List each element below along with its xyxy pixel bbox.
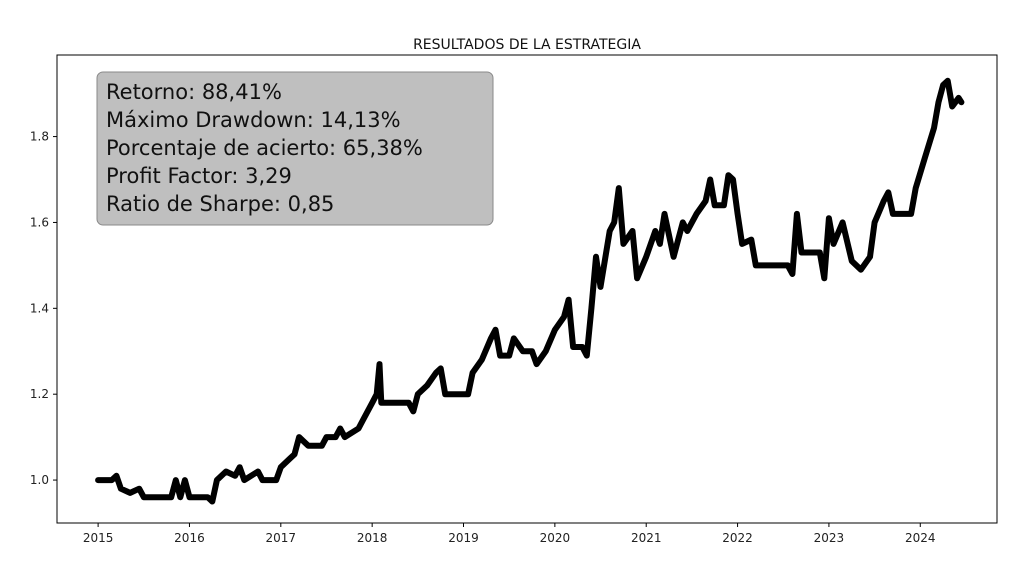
x-tick-label: 2024 [905, 531, 936, 545]
stats-box: Retorno: 88,41% Máximo Drawdown: 14,13% … [96, 71, 494, 226]
y-tick-label: 1.8 [30, 130, 49, 144]
stat-max-drawdown: Máximo Drawdown: 14,13% [106, 108, 401, 132]
equity-series-line [95, 77, 965, 505]
y-tick-label: 1.4 [30, 301, 49, 315]
x-tick-label: 2019 [448, 531, 479, 545]
y-tick-label: 1.2 [30, 387, 49, 401]
stat-sharpe-ratio: Ratio de Sharpe: 0,85 [106, 192, 334, 216]
x-tick-label: 2016 [174, 531, 205, 545]
x-tick-label: 2020 [540, 531, 571, 545]
series-line-group [95, 77, 965, 505]
stat-win-rate: Porcentaje de acierto: 65,38% [106, 136, 423, 160]
x-tick-label: 2017 [266, 531, 297, 545]
stat-profit-factor: Profit Factor: 3,29 [106, 164, 292, 188]
x-tick-label: 2023 [814, 531, 845, 545]
y-tick-label: 1.0 [30, 473, 49, 487]
x-tick-label: 2021 [631, 531, 662, 545]
axis-ticks: 2015 2016 2017 2018 2019 2020 2021 2022 2023 2024… [30, 130, 936, 545]
x-tick-label: 2015 [83, 531, 114, 545]
stat-return: Retorno: 88,41% [106, 80, 282, 104]
x-tick-label: 2022 [722, 531, 753, 545]
plot-frame [56, 54, 998, 524]
x-tick-label: 2018 [357, 531, 388, 545]
chart-title: RESULTADOS DE LA ESTRATEGIA [413, 37, 641, 53]
stats-box-background [96, 71, 494, 226]
y-tick-label: 1.6 [30, 215, 49, 229]
